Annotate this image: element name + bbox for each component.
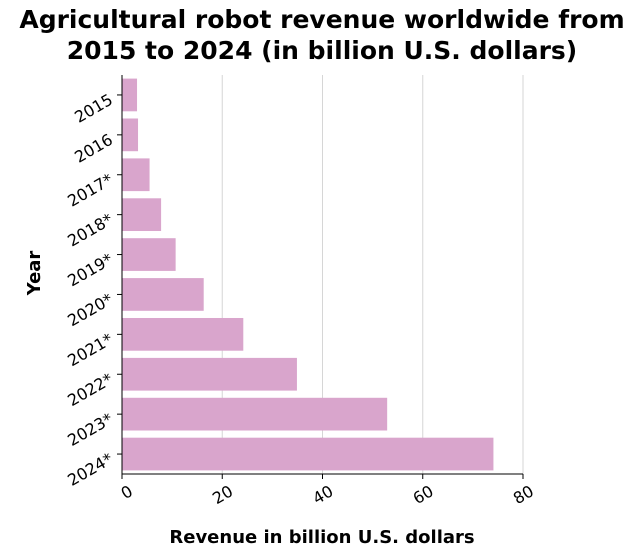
x-tick-label: 40 [309,481,336,508]
y-tick-label: 2024* [64,449,116,490]
bar-2016 [122,118,139,152]
y-tick-label: 2020* [64,289,116,330]
y-tick-labels: 201520162017*2018*2019*2020*2021*2022*20… [64,90,122,490]
bar-2015 [122,78,138,112]
bars [122,78,494,471]
y-tick-label: 2017* [64,170,116,211]
x-tick-label: 60 [410,481,437,508]
bar-2023-projected [122,397,388,431]
y-axis-title: Year [24,251,45,297]
bar-2018-projected [122,198,162,232]
y-tick-label: 2019* [64,250,116,291]
chart-title-line-2: 2015 to 2024 (in billion U.S. dollars) [66,36,578,65]
bar-2020-projected [122,278,204,311]
bar-2022-projected [122,357,297,391]
bar-2019-projected [122,238,176,271]
x-tick-label: 20 [209,481,236,508]
y-tick-label: 2023* [64,409,116,450]
x-tick-label: 0 [118,481,136,503]
x-axis-title: Revenue in billion U.S. dollars [169,527,474,548]
bar-2024-projected [122,437,494,471]
y-tick-label: 2021* [64,329,116,370]
chart-title: Agricultural robot revenue worldwide fro… [0,4,644,66]
y-tick-label: 2022* [64,369,116,410]
y-tick-label: 2018* [64,210,116,251]
bar-2021-projected [122,317,244,351]
bar-2017-projected [122,158,150,192]
x-tick-labels: 0 20 40 60 80 [118,474,537,508]
y-tick-label: 2016 [71,130,116,167]
chart-title-line-1: Agricultural robot revenue worldwide fro… [19,5,625,34]
y-tick-label: 2015 [71,90,116,127]
x-tick-label: 80 [510,481,537,508]
